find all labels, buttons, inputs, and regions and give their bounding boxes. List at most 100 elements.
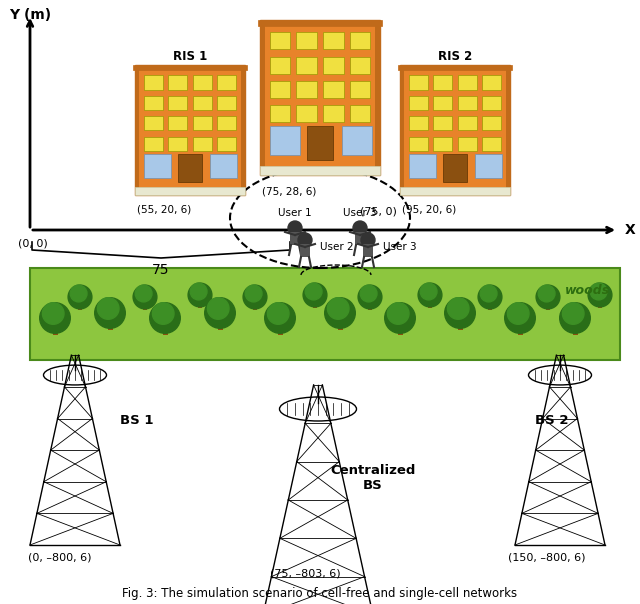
Bar xyxy=(323,106,344,122)
Circle shape xyxy=(190,283,207,300)
Circle shape xyxy=(563,303,584,324)
Circle shape xyxy=(135,285,152,302)
Bar xyxy=(210,154,237,178)
Circle shape xyxy=(480,285,497,302)
Bar xyxy=(458,137,477,151)
Bar xyxy=(296,33,317,50)
Text: woods: woods xyxy=(564,283,610,297)
Bar xyxy=(323,57,344,74)
Text: (55, 20, 6): (55, 20, 6) xyxy=(137,205,191,215)
Bar xyxy=(269,33,291,50)
Bar xyxy=(409,76,428,89)
Circle shape xyxy=(40,303,70,333)
Bar xyxy=(400,65,510,195)
Bar xyxy=(398,65,512,70)
Circle shape xyxy=(447,298,469,320)
Bar xyxy=(178,153,202,182)
Bar xyxy=(78,304,82,310)
Circle shape xyxy=(68,285,92,309)
Bar xyxy=(144,116,163,130)
Bar xyxy=(52,327,58,335)
Text: Centralized
BS: Centralized BS xyxy=(330,464,415,492)
Bar xyxy=(349,81,371,98)
Text: (75, 28, 6): (75, 28, 6) xyxy=(262,186,316,196)
Text: Fig. 3: The simulation scenario of cell-free and single-cell networks: Fig. 3: The simulation scenario of cell-… xyxy=(122,587,518,600)
Bar xyxy=(278,327,282,335)
Bar xyxy=(355,232,365,245)
Circle shape xyxy=(245,285,262,302)
Circle shape xyxy=(588,283,612,307)
Bar xyxy=(409,154,436,178)
Text: RIS 2: RIS 2 xyxy=(438,50,472,63)
Text: 75: 75 xyxy=(152,263,170,277)
Text: BS 2: BS 2 xyxy=(535,414,568,426)
Text: (0, 0): (0, 0) xyxy=(18,238,48,248)
Circle shape xyxy=(560,303,590,333)
Circle shape xyxy=(305,283,322,300)
Circle shape xyxy=(361,233,375,247)
Bar xyxy=(290,232,300,245)
Bar xyxy=(296,57,317,74)
Bar xyxy=(269,57,291,74)
Bar xyxy=(193,116,212,130)
Bar xyxy=(269,106,291,122)
Bar xyxy=(546,304,550,310)
Circle shape xyxy=(303,283,327,307)
Bar xyxy=(217,116,236,130)
Bar xyxy=(168,137,188,151)
Bar xyxy=(108,322,113,330)
Bar xyxy=(258,20,382,26)
Bar xyxy=(409,96,428,110)
Bar xyxy=(296,81,317,98)
Text: User 3: User 3 xyxy=(383,242,417,252)
Bar xyxy=(443,153,467,182)
Circle shape xyxy=(205,298,236,329)
Bar xyxy=(483,137,501,151)
Bar xyxy=(323,81,344,98)
Bar xyxy=(433,137,452,151)
Text: BS 1: BS 1 xyxy=(120,414,154,426)
Circle shape xyxy=(298,233,312,247)
Bar xyxy=(458,116,477,130)
Bar xyxy=(144,96,163,110)
Bar xyxy=(300,244,310,257)
Bar xyxy=(133,65,247,70)
Bar xyxy=(458,76,477,89)
Circle shape xyxy=(420,283,437,300)
Circle shape xyxy=(70,285,87,302)
Circle shape xyxy=(328,298,349,320)
Bar xyxy=(217,96,236,110)
Text: User 3: User 3 xyxy=(343,208,377,218)
Text: X (m): X (m) xyxy=(625,223,640,237)
Bar xyxy=(518,327,522,335)
Bar xyxy=(483,96,501,110)
Bar xyxy=(135,187,245,195)
Bar xyxy=(397,327,403,335)
Bar xyxy=(269,126,300,155)
Text: Y (m): Y (m) xyxy=(9,8,51,22)
Bar xyxy=(488,304,492,310)
Bar xyxy=(323,33,344,50)
Bar xyxy=(260,20,380,175)
Bar xyxy=(168,76,188,89)
Bar xyxy=(144,154,172,178)
Bar xyxy=(168,116,188,130)
Bar xyxy=(193,137,212,151)
Circle shape xyxy=(42,303,64,324)
Bar xyxy=(296,106,317,122)
Circle shape xyxy=(445,298,476,329)
Bar xyxy=(217,76,236,89)
Bar xyxy=(307,126,333,160)
Bar xyxy=(363,244,373,257)
Bar xyxy=(217,137,236,151)
Circle shape xyxy=(97,298,119,320)
Bar xyxy=(193,76,212,89)
Bar xyxy=(313,302,317,308)
Bar xyxy=(375,20,380,175)
Bar xyxy=(253,304,257,310)
Bar xyxy=(168,96,188,110)
Circle shape xyxy=(288,221,302,235)
Circle shape xyxy=(243,285,267,309)
Bar xyxy=(342,126,372,155)
Text: User 1: User 1 xyxy=(278,208,312,218)
